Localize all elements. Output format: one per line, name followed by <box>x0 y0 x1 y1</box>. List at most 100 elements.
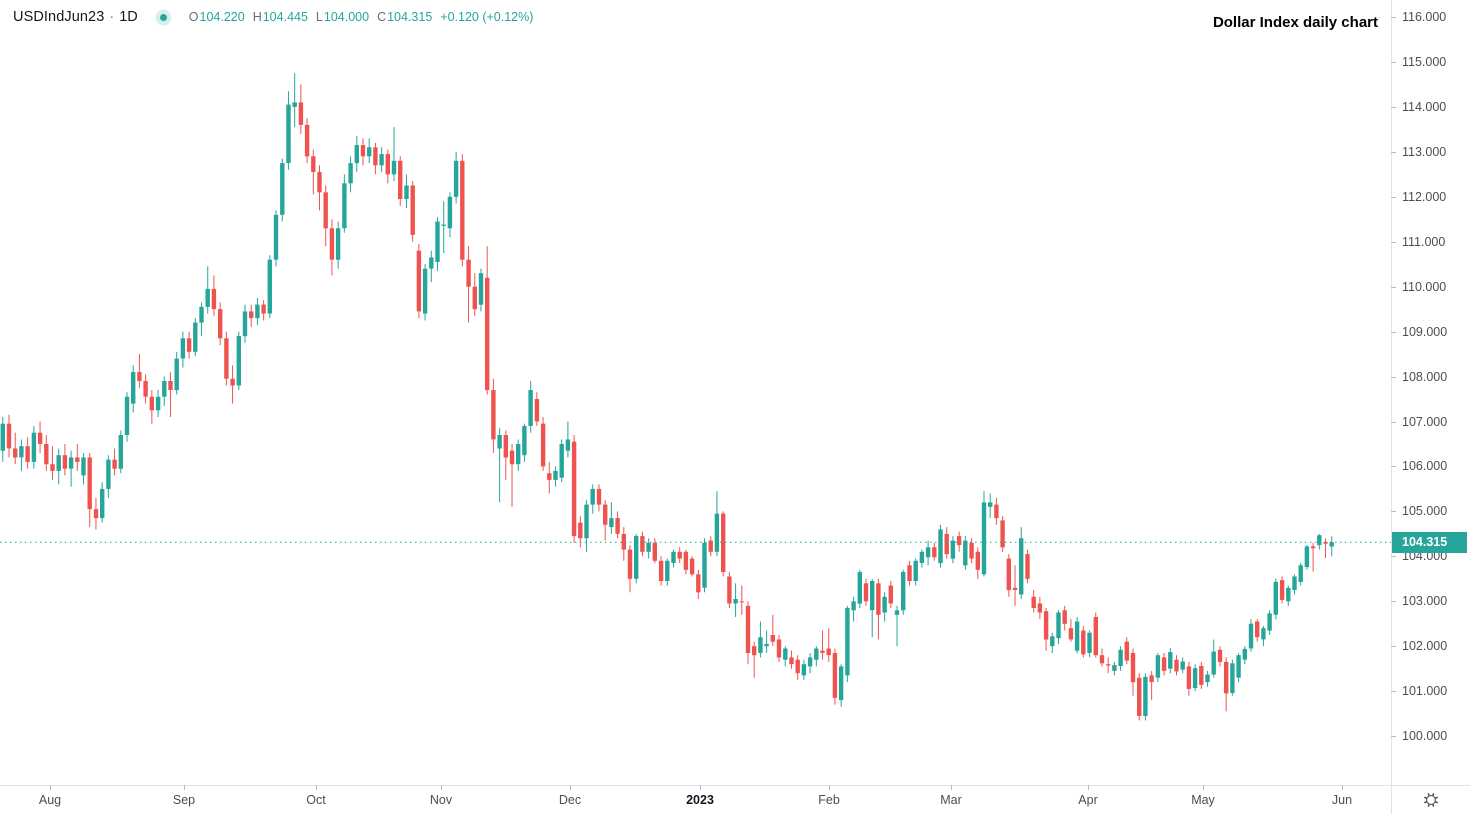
candle <box>733 583 738 617</box>
price-axis-label: 101.000 <box>1402 684 1448 699</box>
candle <box>727 572 732 608</box>
candle <box>1155 653 1161 683</box>
gear-icon <box>1423 793 1438 807</box>
candle <box>429 250 434 283</box>
candle <box>180 331 186 368</box>
time-axis[interactable]: Aug Sep Oct Nov Dec 2023 Feb Mar Apr May Jun <box>0 785 1391 814</box>
candle <box>1205 670 1210 687</box>
candle <box>1329 536 1334 557</box>
candle <box>435 217 440 271</box>
candle <box>205 266 210 314</box>
time-axis-tick <box>1203 785 1204 790</box>
candle <box>398 156 403 206</box>
candle <box>907 560 912 586</box>
candle <box>901 569 906 615</box>
time-axis-tick <box>441 785 442 790</box>
candle <box>658 556 664 586</box>
symbol-name[interactable]: USDIndJun23 <box>13 9 105 25</box>
candle <box>137 354 142 388</box>
candle <box>745 601 751 665</box>
interval-selector[interactable]: 1D <box>119 9 138 25</box>
candle <box>62 444 68 476</box>
candle <box>1074 617 1080 653</box>
candle <box>354 136 359 173</box>
candle <box>1180 657 1185 674</box>
candle <box>584 500 589 552</box>
candle <box>1186 661 1192 696</box>
candle <box>280 158 285 222</box>
candle <box>236 331 241 390</box>
time-axis-tick <box>1342 785 1343 790</box>
open-value: 104.220 <box>199 10 245 24</box>
candle <box>677 547 682 564</box>
candle <box>329 219 335 276</box>
candlestick-chart[interactable] <box>0 0 1391 785</box>
candle <box>789 650 794 669</box>
price-axis-label: 111.000 <box>1402 234 1446 249</box>
candle <box>1273 578 1278 620</box>
candle <box>571 435 577 543</box>
time-axis-tick <box>50 785 51 790</box>
candle <box>603 500 608 541</box>
candle <box>1099 648 1105 667</box>
candle <box>491 378 496 453</box>
candle <box>615 511 620 539</box>
candle <box>1242 646 1247 665</box>
candle <box>199 302 204 337</box>
time-axis-tick <box>700 785 701 790</box>
candle <box>360 138 366 166</box>
candle <box>938 524 943 568</box>
candle <box>994 497 999 525</box>
price-axis-tick <box>1391 466 1396 468</box>
candle <box>261 300 266 321</box>
time-axis-tick <box>1088 785 1089 790</box>
time-axis-separator <box>0 785 1470 786</box>
market-status-icon[interactable] <box>159 13 167 21</box>
price-axis-label: 112.000 <box>1402 189 1447 204</box>
candle <box>857 569 862 608</box>
candle <box>1230 659 1235 696</box>
candle <box>919 549 925 568</box>
time-axis-label: Feb <box>818 793 840 807</box>
candle <box>988 493 993 519</box>
price-axis-label: 114.000 <box>1402 99 1447 114</box>
price-axis-tick <box>1391 106 1396 108</box>
candle <box>547 461 552 494</box>
candle <box>1043 608 1049 651</box>
candle <box>472 273 477 316</box>
candle <box>1062 605 1067 631</box>
candle <box>1143 673 1148 721</box>
price-axis-label: 107.000 <box>1402 414 1448 429</box>
candle <box>1323 538 1328 559</box>
price-axis-label: 109.000 <box>1402 324 1448 339</box>
candle <box>975 547 980 579</box>
candle <box>367 138 372 164</box>
time-axis-label: Sep <box>172 793 196 807</box>
candle <box>422 264 428 321</box>
candle <box>385 149 390 184</box>
candle <box>534 392 540 426</box>
price-axis[interactable]: 116.000 115.000 114.000 113.000 112.000 111.0… <box>1391 0 1470 785</box>
legend: USDIndJun23 · 1D O 104.220 H 104.445 L 1… <box>13 7 541 27</box>
price-axis-tick <box>1391 691 1396 693</box>
candle <box>273 210 279 267</box>
candle <box>683 549 689 575</box>
candle <box>826 628 831 662</box>
candle <box>783 646 788 667</box>
settings-gear-button[interactable] <box>1391 786 1470 814</box>
candle <box>814 646 819 667</box>
candle <box>1292 574 1297 595</box>
candle <box>509 444 515 507</box>
candle <box>1192 664 1198 692</box>
time-axis-label: Jun <box>1331 793 1353 807</box>
candle <box>37 421 43 453</box>
candle <box>68 450 74 487</box>
price-axis-label: 108.000 <box>1402 369 1448 384</box>
price-axis-label: 103.000 <box>1402 594 1448 609</box>
price-axis-tick <box>1391 151 1396 153</box>
candle <box>1093 612 1098 658</box>
candle <box>131 365 136 413</box>
candle <box>503 430 508 480</box>
candle <box>317 165 322 211</box>
candle <box>863 578 869 606</box>
